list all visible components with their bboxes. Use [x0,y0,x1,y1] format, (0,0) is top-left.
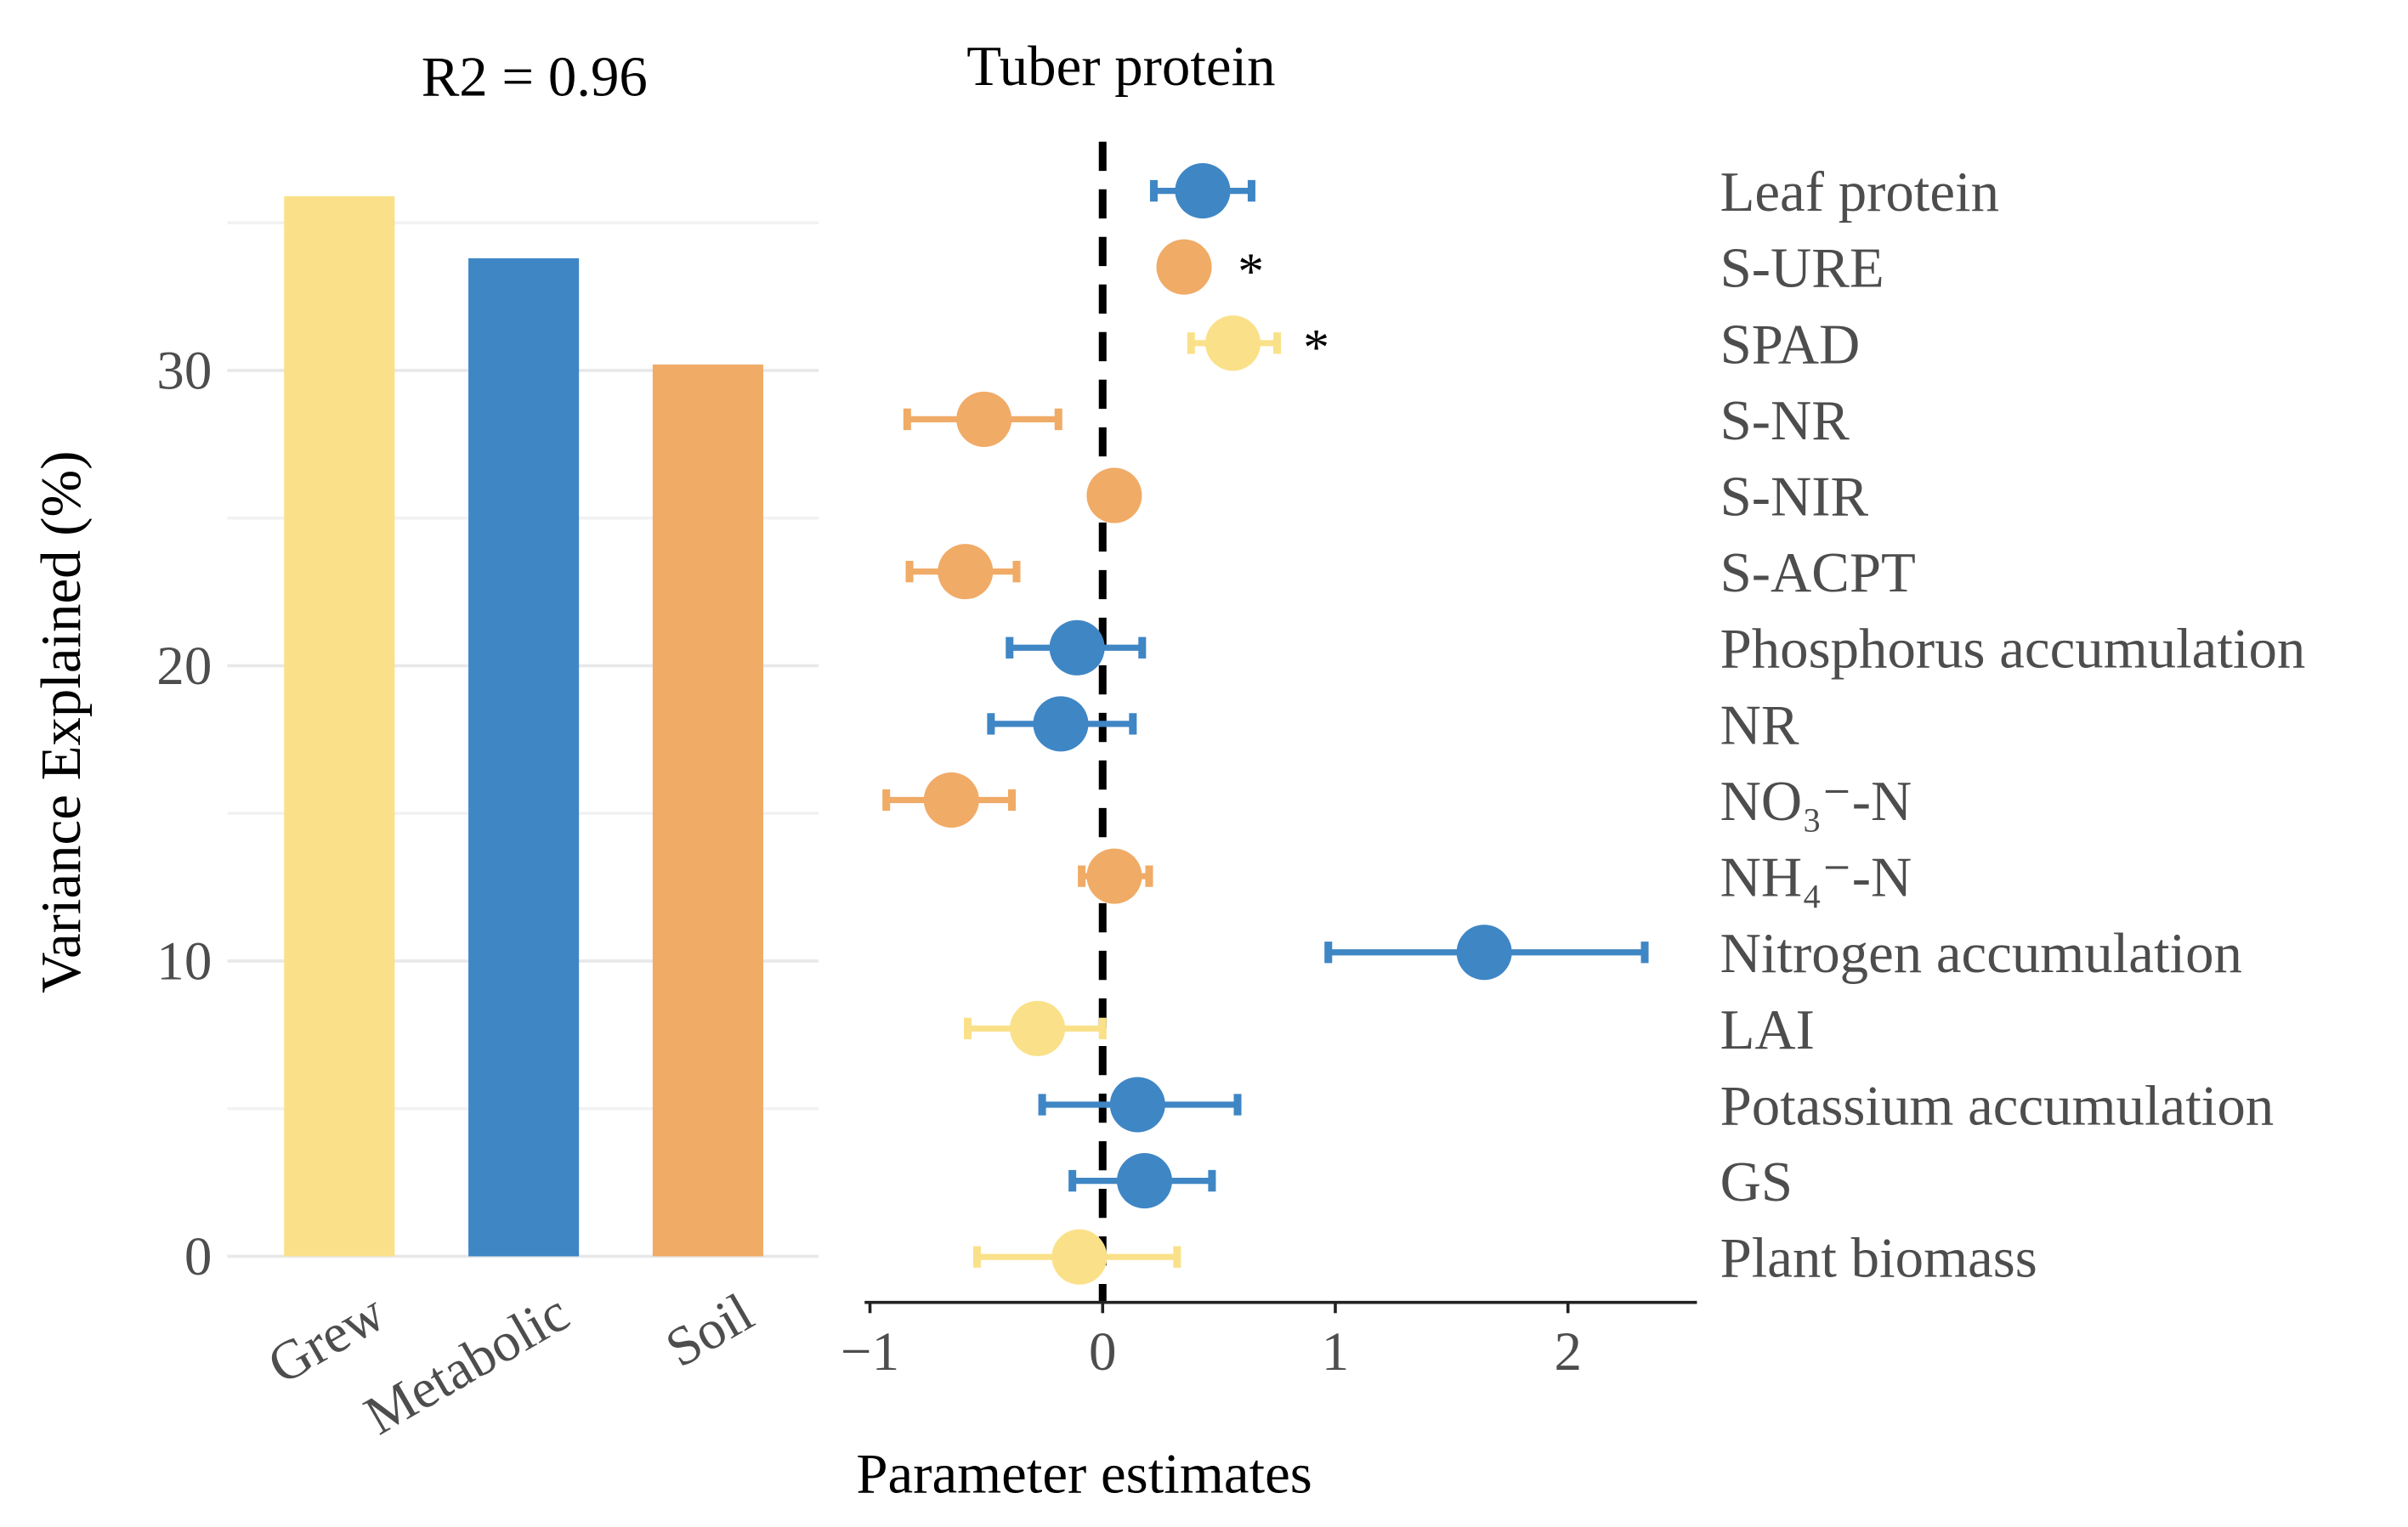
row-label: S-URE [1720,237,1884,300]
estimate-point [1156,239,1212,295]
row-label: Nitrogen accumulation [1720,922,2242,985]
row-label: Potassium accumulation [1720,1074,2275,1137]
forest-row: * S-URE [1156,237,1884,300]
y-tick-label: 20 [156,636,212,697]
row-label: S-ACPT [1720,541,1916,604]
estimate-point [1051,1229,1108,1285]
row-label: GS [1720,1151,1793,1213]
estimate-point [1109,1077,1165,1133]
forest-row: Phosphorus accumulation [1006,618,2306,681]
estimate-point [1086,467,1142,523]
row-label: LAI [1720,998,1815,1061]
row-label: Plant biomass [1720,1227,2037,1290]
estimate-point [1175,163,1231,219]
estimate-point [1033,696,1089,752]
estimate-point [1049,619,1105,676]
estimate-point [1205,315,1261,371]
x-ticks: −1 0 1 2 [841,1302,1582,1383]
row-label: SPAD [1720,313,1861,376]
estimate-point [956,391,1012,447]
row-label: NH₄⁻-N [1720,846,1912,909]
x-tick-label: 0 [1089,1321,1117,1383]
x-tick-label: Metabolic [354,1282,579,1447]
x-tick-label: 1 [1322,1321,1350,1383]
estimate-point [1010,1000,1066,1056]
forest-rows: Leaf protein * S-URE * SPAD S-NR S-NIR S-ACPT Ph… [882,161,2306,1290]
estimate-point [1086,848,1142,904]
x-tick-label: Grew [258,1282,395,1397]
significance-marker: * [1238,242,1264,300]
x-tick-label: −1 [841,1321,899,1383]
estimate-point [1456,925,1512,981]
bar-chart-panel: R2 = 0.96 Variance Explained (%) 0 10 20 30… [30,46,819,1447]
estimate-point [1117,1153,1173,1209]
estimate-point [938,544,994,600]
row-label: S-NIR [1720,466,1869,529]
bar-chart-title: R2 = 0.96 [422,46,648,109]
y-axis-label: Variance Explained (%) [30,451,93,993]
y-tick-label: 0 [184,1226,212,1287]
row-label: NO₃⁻-N [1720,770,1912,833]
x-tick-label: 2 [1554,1321,1582,1383]
forest-row: LAI [963,998,1815,1061]
forest-row: GS [1068,1151,1793,1213]
forest-row: Leaf protein [1149,161,1999,223]
bar-metabolic [468,257,580,1257]
row-label: NR [1720,693,1799,756]
forest-row: NH₄⁻-N [1078,846,1912,909]
row-label: S-NR [1720,389,1850,452]
bars [284,195,763,1257]
row-label: Leaf protein [1720,161,1999,223]
forest-row: Plant biomass [972,1227,2037,1290]
forest-row: * SPAD [1187,313,1861,376]
forest-row: S-NR [903,389,1850,452]
estimate-point [923,772,979,829]
x-tick-label: Soil [655,1282,763,1380]
forest-row: Potassium accumulation [1038,1074,2275,1137]
forest-row: S-ACPT [905,541,1916,604]
forest-plot-panel: Tuber protein −1 0 1 2 Leaf protein * S-URE * S… [841,35,2305,1506]
y-tick-label: 30 [156,341,212,402]
y-tick-labels: 0 10 20 30 [156,341,212,1288]
forest-row: NR [987,693,1799,756]
forest-row: NO₃⁻-N [882,770,1912,833]
row-label: Phosphorus accumulation [1720,618,2306,681]
x-axis-label: Parameter estimates [856,1443,1312,1506]
forest-row: S-NIR [1086,466,1869,529]
forest-row: Nitrogen accumulation [1324,922,2242,985]
y-tick-label: 10 [156,931,212,993]
bar-soil [652,365,763,1257]
bar-grew [284,195,395,1257]
significance-marker: * [1303,319,1329,376]
forest-plot-title: Tuber protein [966,35,1275,98]
